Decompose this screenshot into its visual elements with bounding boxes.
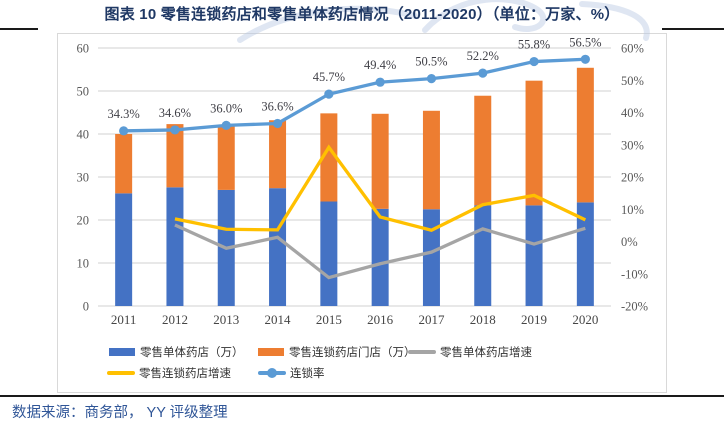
- bar-single: [474, 205, 492, 306]
- page-title: 图表 10 零售连锁药店和零售单体药店情况（2011-2020）（单位：万家、%…: [104, 6, 620, 23]
- bottom-rule: [0, 395, 724, 397]
- legend-line-swatch: [258, 368, 286, 378]
- legend-bar-swatch: [258, 348, 284, 356]
- bar-chain: [422, 110, 440, 210]
- chain-rate-marker: [221, 120, 231, 130]
- legend-label: 零售单体药店增速: [440, 347, 532, 359]
- x-tick-label: 2012: [162, 312, 188, 327]
- legend-item: 连锁率: [258, 365, 325, 381]
- chain-rate-marker: [375, 77, 385, 87]
- y-right-tick-label: 30%: [621, 138, 644, 152]
- bar-chain: [269, 120, 287, 189]
- y-right-tick-label: 40%: [621, 106, 644, 120]
- growth-line-chain: [174, 144, 587, 232]
- chain-rate-data-label: 34.3%: [108, 107, 140, 121]
- legend-label: 零售连锁药店门店（万）: [289, 347, 416, 359]
- chain-rate-marker: [529, 56, 539, 67]
- bar-single: [371, 208, 389, 306]
- legend-line-swatch: [107, 371, 135, 375]
- bar-single: [166, 187, 184, 306]
- bar-chain: [576, 67, 594, 203]
- legend-label: 连锁率: [290, 368, 325, 380]
- chain-rate-data-label: 36.0%: [210, 101, 242, 115]
- growth-line-single: [174, 223, 586, 280]
- chain-rate-marker: [170, 125, 180, 135]
- chart-box: 0 10 20 30 40 50 60 -20% -10% 0% 10% 20% 30% 40% 50% 60…: [57, 33, 667, 393]
- chain-rate-marker: [324, 89, 334, 99]
- x-tick-label: 2013: [213, 312, 239, 327]
- chain-rate-data-label: 52.2%: [467, 49, 499, 63]
- bar-single: [269, 188, 287, 306]
- y-left-tick-label: 50: [77, 85, 90, 99]
- y-right-tick-label: 0%: [621, 235, 638, 249]
- bar-single: [320, 201, 338, 306]
- y-right-tick-label: 50%: [621, 74, 644, 88]
- y-right-tick-label: 20%: [621, 171, 644, 185]
- chain-rate-data-label: 50.5%: [415, 55, 447, 69]
- legend-item: 零售连锁药店门店（万）: [258, 344, 416, 360]
- bar-single: [525, 205, 543, 306]
- growth-line-chain-rate: [123, 57, 586, 133]
- chain-rate-marker: [478, 68, 488, 78]
- legend-line-swatch: [408, 350, 436, 354]
- bar-chain: [217, 124, 235, 190]
- y-left-tick-label: 20: [77, 214, 90, 228]
- chain-rate-data-label: 55.8%: [518, 38, 550, 52]
- x-tick-label: 2011: [111, 312, 137, 327]
- x-tick-label: 2016: [367, 312, 394, 327]
- x-tick-label: 2017: [418, 312, 445, 327]
- source-note: 数据来源：商务部， YY 评级整理: [12, 405, 228, 421]
- chain-rate-data-label: 56.5%: [569, 35, 601, 49]
- chain-rate-data-label: 34.6%: [159, 106, 191, 120]
- bar-chain: [525, 80, 543, 206]
- chain-rate-data-label: 36.6%: [261, 99, 293, 113]
- bar-chain: [474, 95, 492, 206]
- legend-item: 零售连锁药店增速: [107, 365, 231, 381]
- y-left-tick-label: 40: [77, 128, 90, 142]
- combo-chart: 0 10 20 30 40 50 60 -20% -10% 0% 10% 20% 30% 40% 50% 60…: [77, 35, 649, 327]
- legend-marker-dot: [267, 368, 277, 378]
- chain-rate-marker: [426, 74, 437, 84]
- legend-label: 零售连锁药店增速: [139, 368, 231, 380]
- legend-item: 零售单体药店增速: [408, 344, 532, 360]
- bar-single: [115, 193, 133, 306]
- legend-bar-swatch: [109, 348, 135, 356]
- bar-chain: [115, 134, 133, 194]
- chain-rate-data-label: 45.7%: [313, 70, 345, 84]
- y-right-tick-label: -20%: [621, 300, 648, 314]
- y-left-tick-label: 10: [77, 257, 90, 271]
- legend-label: 零售单体药店（万）: [140, 347, 244, 359]
- y-left-tick-label: 30: [77, 171, 90, 185]
- bar-chain: [166, 124, 184, 188]
- x-tick-label: 2020: [572, 312, 598, 327]
- y-left-tick-label: 60: [77, 42, 90, 56]
- legend-item: 零售单体药店（万）: [109, 344, 244, 360]
- bar-single: [422, 209, 440, 306]
- y-left-tick-label: 0: [83, 300, 89, 314]
- x-tick-label: 2015: [316, 312, 342, 327]
- y-right-tick-label: 60%: [621, 42, 644, 56]
- bar-chain: [320, 113, 338, 202]
- chain-rate-marker: [119, 126, 129, 136]
- y-right-tick-label: 10%: [621, 203, 644, 217]
- chain-rate-marker: [272, 118, 283, 129]
- chain-rate-marker: [580, 54, 590, 64]
- bar-chain: [371, 113, 389, 209]
- x-tick-label: 2014: [265, 312, 292, 327]
- x-tick-label: 2019: [521, 312, 547, 327]
- x-tick-label: 2018: [470, 312, 496, 327]
- chain-rate-data-label: 49.4%: [364, 58, 396, 72]
- y-right-tick-label: -10%: [621, 267, 648, 281]
